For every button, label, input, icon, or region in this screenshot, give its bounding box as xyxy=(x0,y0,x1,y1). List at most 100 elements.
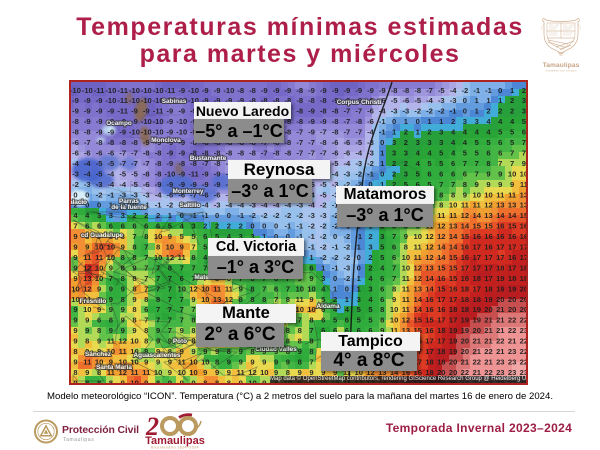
svg-text:23: 23 xyxy=(496,368,504,377)
svg-text:2: 2 xyxy=(392,169,396,178)
svg-text:-7: -7 xyxy=(296,138,303,147)
svg-text:-1: -1 xyxy=(119,201,127,210)
svg-text:19: 19 xyxy=(472,316,480,325)
svg-text:7: 7 xyxy=(522,138,526,147)
svg-text:-5: -5 xyxy=(438,86,446,95)
svg-text:17: 17 xyxy=(496,253,504,262)
svg-text:-9: -9 xyxy=(273,86,280,95)
svg-text:-4: -4 xyxy=(379,107,387,116)
svg-text:-8: -8 xyxy=(190,149,197,158)
svg-text:8: 8 xyxy=(191,326,195,335)
svg-text:5: 5 xyxy=(333,316,338,325)
svg-text:9: 9 xyxy=(191,347,195,356)
svg-text:-3: -3 xyxy=(84,180,91,189)
svg-text:5: 5 xyxy=(475,138,480,147)
svg-text:9: 9 xyxy=(73,274,77,283)
svg-text:Monterrey: Monterrey xyxy=(173,188,204,195)
svg-text:-9: -9 xyxy=(167,128,174,137)
svg-text:-1: -1 xyxy=(367,169,375,178)
svg-text:14: 14 xyxy=(425,284,434,293)
svg-text:7: 7 xyxy=(191,305,195,314)
svg-text:9: 9 xyxy=(498,169,502,178)
svg-text:17: 17 xyxy=(472,284,480,293)
svg-text:15: 15 xyxy=(508,222,517,231)
svg-text:7: 7 xyxy=(144,274,148,283)
svg-text:-3: -3 xyxy=(332,180,339,189)
svg-text:15: 15 xyxy=(520,211,526,220)
svg-text:5: 5 xyxy=(368,316,373,325)
svg-text:21: 21 xyxy=(461,358,470,367)
svg-text:-9: -9 xyxy=(308,86,315,95)
svg-text:2: 2 xyxy=(368,263,372,272)
svg-text:18: 18 xyxy=(461,305,469,314)
svg-text:7: 7 xyxy=(392,274,396,283)
svg-text:-3: -3 xyxy=(450,96,457,105)
svg-text:8: 8 xyxy=(286,347,290,356)
svg-text:0: 0 xyxy=(345,284,349,293)
svg-text:-3: -3 xyxy=(214,201,221,210)
svg-text:-8: -8 xyxy=(226,149,233,158)
svg-text:-6: -6 xyxy=(332,149,339,158)
svg-text:1: 1 xyxy=(357,284,362,293)
svg-text:2: 2 xyxy=(392,180,396,189)
svg-text:9: 9 xyxy=(97,337,101,346)
svg-text:-10: -10 xyxy=(164,96,175,105)
svg-text:-4: -4 xyxy=(108,169,116,178)
svg-text:18: 18 xyxy=(461,295,469,304)
svg-text:9: 9 xyxy=(510,180,514,189)
svg-text:7: 7 xyxy=(156,274,160,283)
svg-text:9: 9 xyxy=(180,243,184,252)
svg-text:7: 7 xyxy=(168,295,172,304)
svg-text:-1: -1 xyxy=(155,201,163,210)
svg-text:-9: -9 xyxy=(131,107,138,116)
svg-text:Sánchez: Sánchez xyxy=(85,351,111,358)
svg-text:-9: -9 xyxy=(178,169,185,178)
svg-text:9: 9 xyxy=(168,232,172,241)
svg-text:8: 8 xyxy=(132,316,136,325)
svg-text:7: 7 xyxy=(463,159,467,168)
svg-text:21: 21 xyxy=(472,347,481,356)
svg-text:8: 8 xyxy=(73,368,77,377)
svg-text:14: 14 xyxy=(425,274,434,283)
svg-text:-7: -7 xyxy=(119,159,126,168)
svg-text:9: 9 xyxy=(239,347,243,356)
svg-text:9: 9 xyxy=(262,378,266,383)
svg-text:22: 22 xyxy=(508,326,516,335)
svg-text:8: 8 xyxy=(439,190,443,199)
svg-text:9: 9 xyxy=(262,358,266,367)
svg-text:12: 12 xyxy=(484,201,492,210)
svg-text:16: 16 xyxy=(520,222,526,231)
svg-text:16: 16 xyxy=(461,274,469,283)
svg-text:-4: -4 xyxy=(344,159,352,168)
svg-text:21: 21 xyxy=(484,316,493,325)
svg-text:22: 22 xyxy=(484,368,492,377)
svg-text:19: 19 xyxy=(461,326,469,335)
svg-text:20: 20 xyxy=(449,368,457,377)
svg-text:9: 9 xyxy=(132,263,136,272)
svg-text:3: 3 xyxy=(368,284,372,293)
svg-text:7: 7 xyxy=(262,284,266,293)
svg-text:-8: -8 xyxy=(285,149,292,158)
svg-text:Aguascalientes: Aguascalientes xyxy=(134,352,181,359)
svg-text:14: 14 xyxy=(413,295,422,304)
svg-text:7: 7 xyxy=(451,180,455,189)
svg-text:8: 8 xyxy=(144,232,148,241)
svg-text:-4: -4 xyxy=(84,169,92,178)
svg-text:Tamaulipas: Tamaulipas xyxy=(543,62,580,69)
svg-text:9: 9 xyxy=(298,347,302,356)
svg-text:-10: -10 xyxy=(153,96,164,105)
svg-text:12: 12 xyxy=(225,295,233,304)
svg-text:13: 13 xyxy=(508,201,516,210)
svg-text:9: 9 xyxy=(274,347,278,356)
svg-text:-4: -4 xyxy=(84,159,92,168)
svg-text:-9: -9 xyxy=(320,86,327,95)
svg-text:4: 4 xyxy=(368,274,373,283)
svg-text:-4: -4 xyxy=(308,201,316,210)
svg-text:7: 7 xyxy=(475,169,479,178)
svg-text:-2: -2 xyxy=(332,222,339,231)
svg-text:-9: -9 xyxy=(202,169,209,178)
svg-text:17: 17 xyxy=(484,263,492,272)
svg-text:-2: -2 xyxy=(344,232,351,241)
svg-text:4: 4 xyxy=(416,149,421,158)
svg-text:Sabinas: Sabinas xyxy=(162,98,187,105)
